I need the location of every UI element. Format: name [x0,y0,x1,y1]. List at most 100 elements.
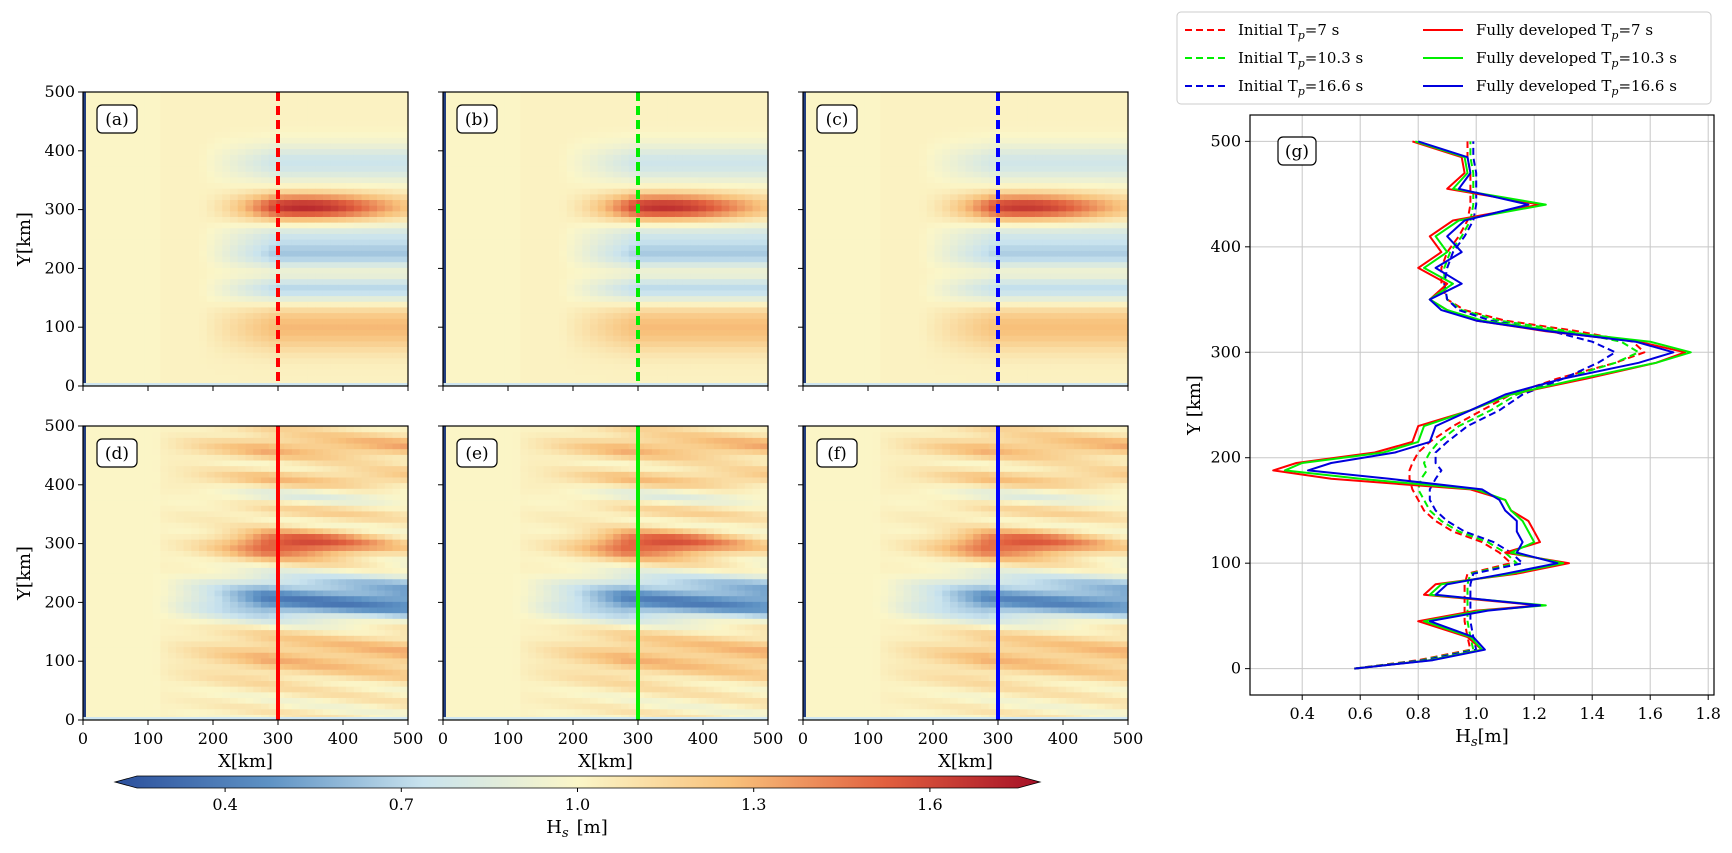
heatmap-cell [698,199,707,206]
heatmap-cell [613,255,622,263]
heatmap-cell [222,346,231,353]
heatmap-cell [322,159,332,167]
heatmap-cell [872,137,881,144]
heatmap-cell [574,125,583,133]
heatmap-cell [245,374,254,381]
heatmap-cell [752,159,761,167]
heatmap-cell [857,329,866,336]
heatmap-cell [168,340,177,348]
heatmap-cell [582,267,591,274]
heatmap-cell [721,272,730,280]
heatmap-cell [152,335,161,342]
heatmap-cell [214,205,223,212]
heatmap-cell [137,323,146,331]
heatmap-cell [276,357,285,364]
heatmap-cell [803,272,812,280]
heatmap-cell [826,171,835,178]
heatmap-cell [620,120,630,127]
heatmap-cell [260,216,270,223]
heatmap-cell [849,216,858,223]
heatmap-cell [152,182,161,189]
heatmap-cell [144,205,154,212]
heatmap-cell [361,97,370,104]
heatmap-cell [744,323,754,331]
heatmap-cell [543,318,552,325]
heatmap-cell [729,250,738,257]
heatmap-cell [667,357,676,364]
heatmap-cell [473,97,483,104]
heatmap-cell [214,210,223,217]
heatmap-cell [90,176,100,184]
heatmap-cell [729,284,738,291]
heatmap-cell [268,250,278,257]
heatmap-cell [628,205,638,212]
heatmap-cell [659,335,669,342]
heatmap-cell [857,369,866,376]
heatmap-cell [260,261,270,268]
heatmap-cell [744,284,754,291]
heatmap-cell [721,108,730,116]
panel-label-box: (b) [456,104,498,134]
heatmap-cell [346,250,355,257]
heatmap-cell [307,176,316,184]
heatmap-cell [667,137,676,144]
heatmap-cell [175,284,185,291]
heatmap-cell [473,250,483,257]
heatmap-cell [613,165,622,172]
heatmap-cell [384,295,394,302]
heatmap-cell [636,352,645,359]
heatmap-cell [512,301,521,308]
heatmap-cell [849,329,858,336]
heatmap-cell [551,205,560,212]
heatmap-cell [729,301,738,308]
heatmap-cell [675,210,684,217]
heatmap-cell [667,216,676,223]
heatmap-cell [582,250,591,257]
heatmap-cell [551,312,560,319]
heatmap-cell [106,210,115,217]
heatmap-cell [237,148,247,155]
heatmap-cell [690,193,699,201]
heatmap-cell [826,374,835,381]
heatmap-cell [872,103,881,110]
heatmap-cell [849,244,858,251]
heatmap-cell [214,335,223,342]
heatmap-cell [106,374,115,381]
heatmap-cell [230,335,239,342]
heatmap-cell [237,97,247,104]
heatmap-cell [330,323,339,331]
heatmap-cell [276,295,285,302]
heatmap-cell [520,216,529,223]
heatmap-cell [628,295,638,302]
heatmap-cell [377,159,386,167]
heatmap-cell [338,176,347,184]
heatmap-cell [833,278,843,285]
heatmap-cell [497,346,506,353]
heatmap-cell [369,318,378,325]
heatmap-cell [651,374,661,381]
heatmap-cell [276,267,285,274]
heatmap-cell [752,165,761,172]
heatmap-cell [841,97,851,104]
heatmap-cell [535,284,545,291]
heatmap-cell [443,284,452,291]
heatmap-cell [810,92,820,99]
heatmap-cell [276,103,285,110]
heatmap-cell [729,312,738,319]
heatmap-cell [299,306,309,314]
heatmap-cell [307,357,316,364]
heatmap-cell [818,289,827,297]
heatmap-cell [144,306,154,314]
heatmap-cell [651,188,661,195]
heatmap-cell [752,97,761,104]
heatmap-cell [644,357,653,364]
heatmap-cell [160,239,169,246]
heatmap-cell [497,227,506,234]
heatmap-cell [574,108,583,116]
heatmap-cell [857,176,866,184]
heatmap-cell [760,148,769,155]
heatmap-cell [651,199,661,206]
heatmap-cell [392,357,401,364]
heatmap-cell [597,159,607,167]
heatmap-cell [230,239,239,246]
